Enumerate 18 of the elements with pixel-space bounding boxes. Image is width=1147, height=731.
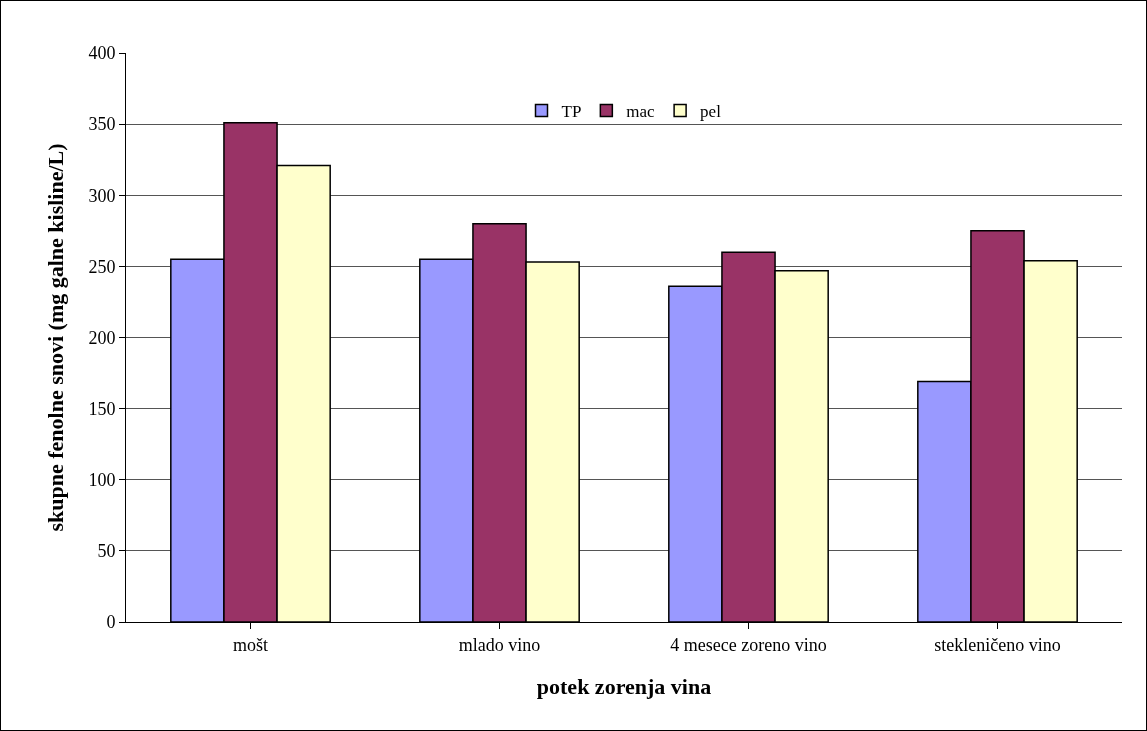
y-tick-label: 350 [88,114,116,135]
x-tick-label: mlado vino [458,634,541,655]
y-tick-label: 400 [88,43,116,64]
y-tick-label: 100 [88,470,116,491]
legend-label: pel [700,102,722,122]
x-tick-label: 4 mesece zoreno vino [670,634,827,655]
y-tick-label: 150 [88,398,116,419]
y-tick-label: 300 [88,185,116,206]
x-tick-label: stekleničeno vino [934,634,1061,655]
legend-label: mac [626,102,656,122]
y-tick-label: 50 [97,541,116,562]
y-tick-label: 200 [88,327,116,348]
y-tick-label: 250 [88,256,116,277]
y-tick-label: 0 [106,612,116,633]
legend-label: TP [561,102,582,122]
x-axis-title: potek zorenja vina [536,674,712,700]
y-axis-title: skupne fenolne snovi (mg galne kisline/L) [43,143,69,532]
x-tick-label: mošt [232,634,269,655]
